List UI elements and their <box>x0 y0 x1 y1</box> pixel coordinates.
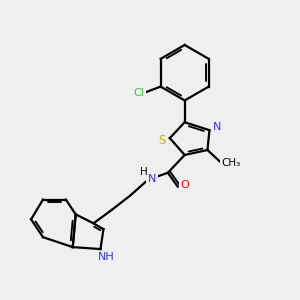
Text: O: O <box>180 180 189 190</box>
Text: NH: NH <box>98 252 115 262</box>
Text: N: N <box>213 122 222 132</box>
Text: CH₃: CH₃ <box>222 158 241 168</box>
Text: N: N <box>148 174 156 184</box>
Text: Cl: Cl <box>134 88 144 98</box>
Text: H: H <box>140 167 148 177</box>
Text: S: S <box>158 134 166 147</box>
